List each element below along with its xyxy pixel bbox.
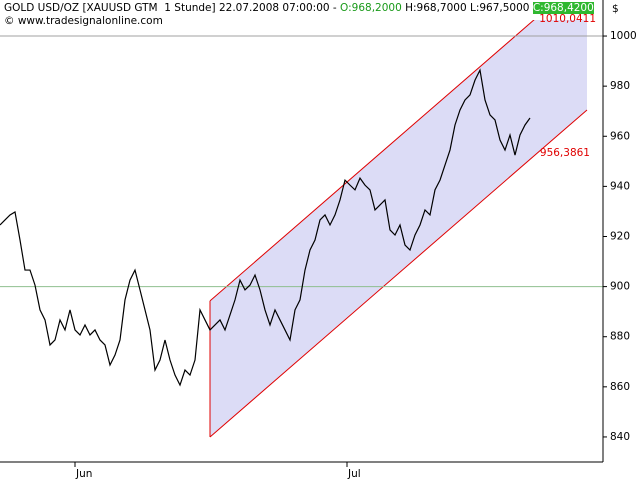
- channel-upper-label: 1010,0411: [539, 13, 596, 25]
- ohlc-high: H:968,7000: [405, 2, 467, 14]
- ohlc-low: L:967,5000: [469, 2, 530, 14]
- channel-lower-label: 956,3861: [540, 147, 590, 159]
- y-tick-label: 880: [610, 331, 630, 343]
- y-tick-label: 840: [610, 431, 630, 443]
- x-tick-label: Jul: [347, 468, 361, 480]
- y-axis-label: $: [612, 3, 619, 15]
- y-tick-label: 900: [610, 281, 630, 293]
- y-tick-label: 960: [610, 130, 630, 142]
- y-tick-label: 940: [610, 180, 630, 192]
- title: GOLD USD/OZ [XAUUSD GTM 1 Stunde] 22.07.…: [4, 2, 341, 14]
- ohlc-close: C:968,4200: [532, 2, 594, 14]
- y-tick-label: 860: [610, 381, 630, 393]
- subtitle: © www.tradesignalonline.com: [4, 15, 163, 27]
- channel-fill: [210, 20, 587, 437]
- y-tick-label: 920: [610, 230, 630, 242]
- ohlc-open: O:968,2000: [340, 2, 402, 14]
- channel-upper: [209, 20, 535, 302]
- y-tick-label: 1000: [610, 30, 637, 42]
- price-line: [0, 68, 531, 387]
- y-tick-label: 980: [610, 80, 630, 92]
- header: GOLD USD/OZ [XAUUSD GTM 1 Stunde] 22.07.…: [4, 2, 594, 28]
- plot-area: [0, 20, 603, 438]
- x-tick-label: Jun: [75, 468, 92, 480]
- channel-lower: [209, 109, 588, 438]
